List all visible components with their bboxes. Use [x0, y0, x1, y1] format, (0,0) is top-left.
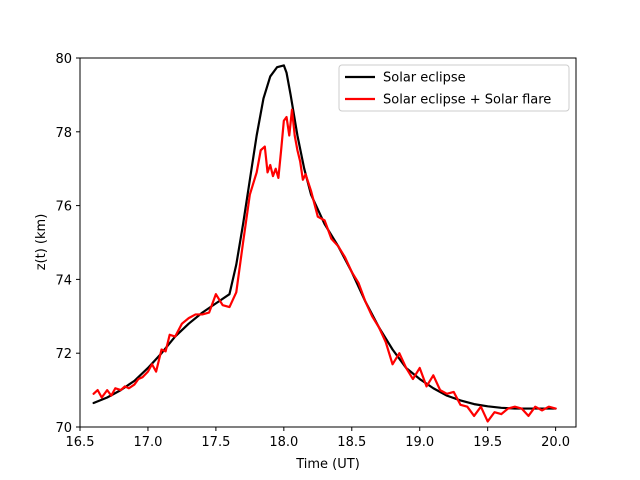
x-tick-label: 17.0: [133, 435, 162, 450]
x-tick-label: 16.5: [66, 435, 95, 450]
y-tick-label: 80: [55, 52, 72, 67]
x-tick-label: 18.0: [269, 435, 298, 450]
legend-entry-2: Solar eclipse + Solar flare: [383, 93, 551, 108]
y-axis-label: z(t) (km): [34, 214, 49, 271]
x-tick-label: 18.5: [337, 435, 366, 450]
series-line-1: [92, 64, 557, 410]
axes-layer: 16.5 17.0 17.5 18.0 18.5 19.0 19.5 20.0 70 72 74 76…: [55, 52, 577, 450]
axes-frame: [79, 57, 577, 428]
y-tick-label: 70: [55, 421, 72, 436]
y-tick-label: 78: [55, 126, 72, 141]
x-axis-label: Time (UT): [295, 457, 360, 472]
y-tick-label: 72: [55, 347, 72, 362]
y-tick-label: 74: [55, 273, 72, 288]
x-tick-label: 20.0: [541, 435, 570, 450]
x-tick-label: 17.5: [201, 435, 230, 450]
series-layer: [92, 64, 557, 423]
x-tick-label: 19.5: [473, 435, 502, 450]
legend-entry-1: Solar eclipse: [383, 71, 466, 86]
legend-box: [338, 64, 570, 112]
series-line-2: [92, 108, 557, 423]
legend: Solar eclipse Solar eclipse + Solar flare: [338, 64, 570, 112]
y-tick-label: 76: [55, 200, 72, 215]
x-tick-label: 19.0: [405, 435, 434, 450]
